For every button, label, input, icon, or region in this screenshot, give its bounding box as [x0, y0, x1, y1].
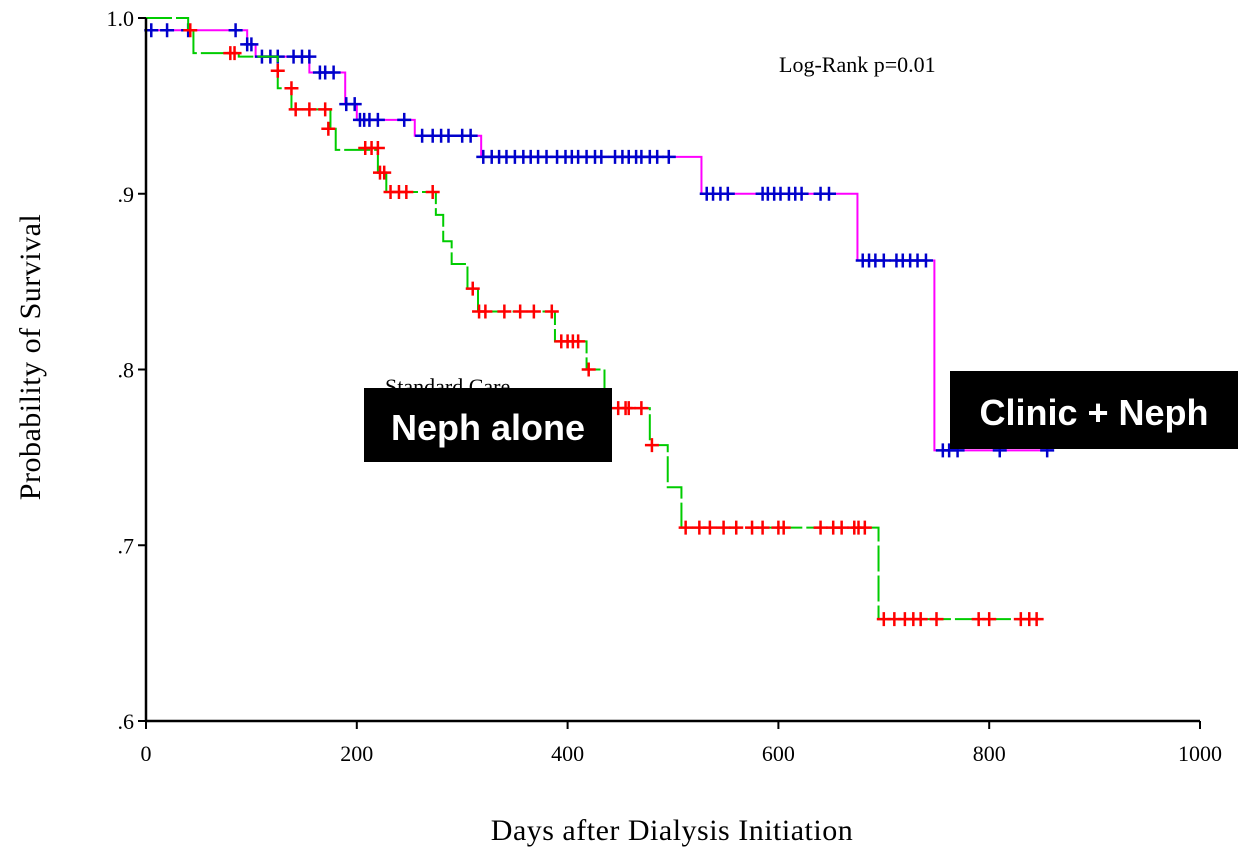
censor-mark-clinic-neph	[876, 253, 891, 268]
log-rank-annotation: Log-Rank p=0.01	[779, 52, 936, 77]
censor-mark-clinic-neph	[244, 37, 259, 52]
censor-mark-neph-alone	[571, 334, 586, 349]
neph-alone-label: Neph alone	[364, 388, 612, 462]
censor-mark-neph-alone	[183, 23, 198, 38]
censor-mark-neph-alone	[913, 612, 928, 627]
censor-mark-neph-alone	[621, 401, 636, 416]
y-tick-label: 1.0	[107, 6, 135, 31]
x-tick-label: 400	[551, 741, 584, 766]
censor-mark-clinic-neph	[228, 23, 243, 38]
x-tick-label: 800	[973, 741, 1006, 766]
censor-mark-clinic-neph	[594, 149, 609, 164]
axes-layer	[144, 18, 1200, 723]
x-tick-label: 600	[762, 741, 795, 766]
censor-mark-neph-alone	[270, 63, 285, 78]
y-tick-label: .7	[118, 533, 135, 558]
censor-mark-clinic-neph	[794, 186, 809, 201]
censor-mark-neph-alone	[644, 438, 659, 453]
censor-mark-neph-alone	[929, 612, 944, 627]
censor-mark-neph-alone	[465, 281, 480, 296]
clinic-neph-label: Clinic + Neph	[950, 371, 1238, 449]
censor-mark-neph-alone	[513, 304, 528, 319]
censor-mark-clinic-neph	[821, 186, 836, 201]
series-clinic-neph	[144, 23, 1055, 458]
series-layer	[144, 17, 1055, 627]
censor-mark-neph-alone	[370, 141, 385, 156]
censor-mark-clinic-neph	[441, 128, 456, 143]
y-tick-label: .6	[118, 709, 135, 734]
censor-mark-clinic-neph	[661, 149, 676, 164]
x-tick-label: 1000	[1178, 741, 1222, 766]
y-tick-label: .8	[118, 358, 135, 383]
censor-mark-neph-alone	[318, 102, 333, 117]
censor-mark-neph-alone	[634, 401, 649, 416]
y-tick-label: .9	[118, 182, 135, 207]
censor-mark-neph-alone	[497, 304, 512, 319]
survival-line-clinic-neph	[146, 29, 1053, 452]
y-axis-title: Probability of Survival	[14, 214, 47, 500]
censor-mark-clinic-neph	[463, 128, 478, 143]
censor-mark-neph-alone	[302, 102, 317, 117]
censor-mark-neph-alone	[729, 520, 744, 535]
series-neph-alone	[146, 17, 1044, 627]
censor-mark-neph-alone	[702, 520, 717, 535]
neph-alone-label-box	[364, 388, 612, 462]
censor-mark-neph-alone	[755, 520, 770, 535]
censor-mark-clinic-neph	[326, 65, 341, 80]
clinic-neph-label-text: Clinic + Neph	[979, 392, 1208, 433]
censor-mark-clinic-neph	[720, 186, 735, 201]
x-tick-label: 0	[141, 741, 152, 766]
censor-mark-neph-alone	[857, 520, 872, 535]
x-axis-title: Days after Dialysis Initiation	[491, 814, 853, 847]
censor-mark-neph-alone	[776, 520, 791, 535]
censor-mark-neph-alone	[834, 520, 849, 535]
censor-mark-neph-alone	[284, 81, 299, 96]
censor-mark-neph-alone	[982, 612, 997, 627]
censor-mark-clinic-neph	[347, 97, 362, 112]
censor-mark-neph-alone	[716, 520, 731, 535]
survival-line-neph-alone	[146, 17, 1042, 621]
censor-mark-neph-alone	[288, 102, 303, 117]
censor-mark-neph-alone	[321, 121, 336, 136]
censor-mark-neph-alone	[478, 304, 493, 319]
censor-mark-neph-alone	[1029, 612, 1044, 627]
censor-mark-clinic-neph	[370, 112, 385, 127]
censor-mark-neph-alone	[399, 184, 414, 199]
neph-alone-label-text: Neph alone	[391, 407, 585, 448]
censor-mark-neph-alone	[425, 184, 440, 199]
censor-mark-neph-alone	[526, 304, 541, 319]
censor-mark-clinic-neph	[302, 49, 317, 64]
censor-mark-clinic-neph	[160, 23, 175, 38]
censor-mark-neph-alone	[544, 304, 559, 319]
censor-mark-clinic-neph	[918, 253, 933, 268]
censor-mark-neph-alone	[581, 362, 596, 377]
censor-mark-neph-alone	[377, 165, 392, 180]
censor-mark-neph-alone	[227, 46, 242, 61]
censor-mark-neph-alone	[813, 520, 828, 535]
x-tick-label: 200	[340, 741, 373, 766]
clinic-neph-label-box	[950, 371, 1238, 449]
ticks-layer: 0 200 400 600 800 1000 .6 .7 .8 .9 1.0	[107, 6, 1223, 766]
censor-mark-clinic-neph	[397, 112, 412, 127]
censor-mark-neph-alone	[678, 520, 693, 535]
